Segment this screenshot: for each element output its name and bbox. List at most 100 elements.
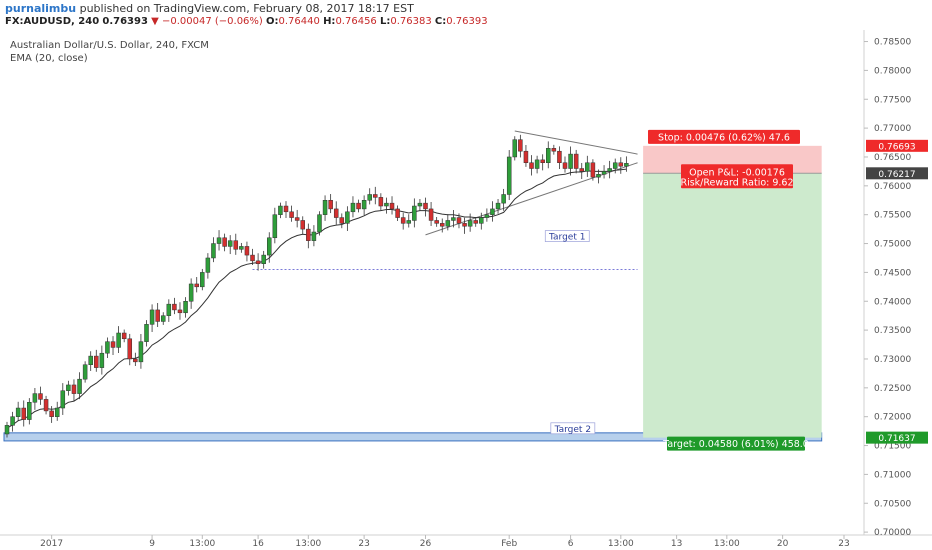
candle-down xyxy=(579,168,584,172)
candle-up xyxy=(144,324,149,342)
candle-up xyxy=(227,240,233,247)
candle-down xyxy=(400,217,406,224)
candle-down xyxy=(121,332,127,340)
y-tick-label: 0.76000 xyxy=(874,182,911,192)
candle-up xyxy=(506,156,512,195)
candles-layer xyxy=(4,134,629,438)
target-label-box xyxy=(667,436,805,451)
candle-down xyxy=(540,159,545,163)
y-tick-label: 0.70000 xyxy=(874,528,911,538)
candle-down xyxy=(300,220,305,230)
candle-down xyxy=(94,355,99,368)
candle-up xyxy=(149,309,155,325)
publish-line: purnalimbu published on TradingView.com,… xyxy=(5,2,414,15)
x-tick-label: 23 xyxy=(358,539,369,549)
y-tick-label: 0.76500 xyxy=(874,153,911,163)
instrument-legend: Australian Dollar/U.S. Dollar, 240, FXCM xyxy=(10,40,209,51)
candle-up xyxy=(183,301,188,314)
pnl-label-text-2: Risk/Reward Ratio: 9.62 xyxy=(680,177,793,188)
candle-down xyxy=(573,153,579,169)
candle-up xyxy=(367,194,372,201)
candle-up xyxy=(200,272,205,288)
x-tick-label: 13:00 xyxy=(714,539,740,549)
ohlc-line: FX:AUDUSD, 240 0.76393 ▼ −0.00047 (−0.06… xyxy=(5,16,488,27)
candle-up xyxy=(27,402,32,420)
candle-up xyxy=(479,217,484,224)
candle-down xyxy=(557,150,562,163)
y-tick-label: 0.78000 xyxy=(874,66,911,76)
y-tick-label: 0.78500 xyxy=(874,38,911,48)
candle-down xyxy=(356,202,361,210)
candle-down xyxy=(395,208,400,218)
candle-up xyxy=(445,220,451,227)
candle-up xyxy=(205,257,211,273)
candle-down xyxy=(434,220,439,224)
open-label: O: xyxy=(266,16,279,27)
x-tick-label: 2017 xyxy=(40,539,63,549)
candle-down xyxy=(233,240,239,250)
candle-up xyxy=(501,194,506,204)
candle-down xyxy=(389,202,395,210)
candle-down xyxy=(456,217,462,224)
x-tick-label: 13 xyxy=(671,539,682,549)
x-tick-label: 23 xyxy=(838,539,849,549)
candle-down xyxy=(244,246,250,256)
ema-line xyxy=(6,168,627,429)
candle-up xyxy=(10,416,15,426)
annotation-text-2: Target 2 xyxy=(554,425,591,435)
high-value: 0.76456 xyxy=(335,16,377,27)
y-tick-label: 0.72500 xyxy=(874,384,911,394)
candle-up xyxy=(384,202,389,207)
candle-down xyxy=(618,162,624,167)
candle-up xyxy=(612,162,618,169)
candle-up xyxy=(495,202,501,210)
low-label: L: xyxy=(379,16,391,27)
candle-up xyxy=(406,220,412,224)
candle-up xyxy=(60,390,66,409)
candle-up xyxy=(77,378,82,394)
close-value: 0.76393 xyxy=(446,16,488,27)
candle-up xyxy=(138,341,144,363)
publish-info: published on TradingView.com, February 0… xyxy=(79,2,414,15)
candle-up xyxy=(467,220,473,227)
candle-down xyxy=(439,223,445,227)
price-tag-label: 0.76693 xyxy=(878,142,915,152)
candle-down xyxy=(133,358,138,363)
price-tag-label: 0.71637 xyxy=(878,434,915,444)
candle-down xyxy=(21,407,26,420)
candle-up xyxy=(188,283,194,302)
indicator-legend: EMA (20, close) xyxy=(10,53,88,64)
y-tick-label: 0.75000 xyxy=(874,240,911,250)
candle-up xyxy=(15,407,21,417)
price-tag-box xyxy=(866,431,928,444)
x-axis[interactable]: 2017 9 13:00 16 13:00 23 26 Feb 6 13:00 13 13:00 20 2… xyxy=(40,535,850,549)
candle-up xyxy=(585,162,590,172)
annotation-text-1: Target 1 xyxy=(548,233,585,243)
candle-up xyxy=(160,315,166,322)
annotation-box-1 xyxy=(544,230,590,242)
price-tag-box xyxy=(866,167,928,180)
candle-up xyxy=(239,246,244,250)
candle-down xyxy=(473,220,478,224)
x-tick-label: 13:00 xyxy=(295,539,321,549)
y-axis[interactable]: 0.78500 0.78000 0.77500 0.77000 0.76500 0.760… xyxy=(864,38,928,539)
candle-down xyxy=(518,139,523,152)
low-value: 0.76383 xyxy=(390,16,432,27)
candle-up xyxy=(451,217,456,221)
x-tick-label: 6 xyxy=(568,539,574,549)
candle-down xyxy=(255,260,261,264)
y-tick-label: 0.77000 xyxy=(874,124,911,134)
x-tick-label: 20 xyxy=(777,539,789,549)
candle-up xyxy=(490,208,495,215)
y-tick-label: 0.73500 xyxy=(874,326,911,336)
high-label: H: xyxy=(323,16,336,27)
candle-down xyxy=(289,211,294,218)
candle-up xyxy=(546,148,551,163)
candle-up xyxy=(278,205,283,215)
y-tick-label: 0.71500 xyxy=(874,442,911,452)
candle-down xyxy=(172,303,177,311)
candle-down xyxy=(428,208,434,221)
author-link[interactable]: purnalimbu xyxy=(5,2,77,15)
candle-up xyxy=(216,237,222,244)
